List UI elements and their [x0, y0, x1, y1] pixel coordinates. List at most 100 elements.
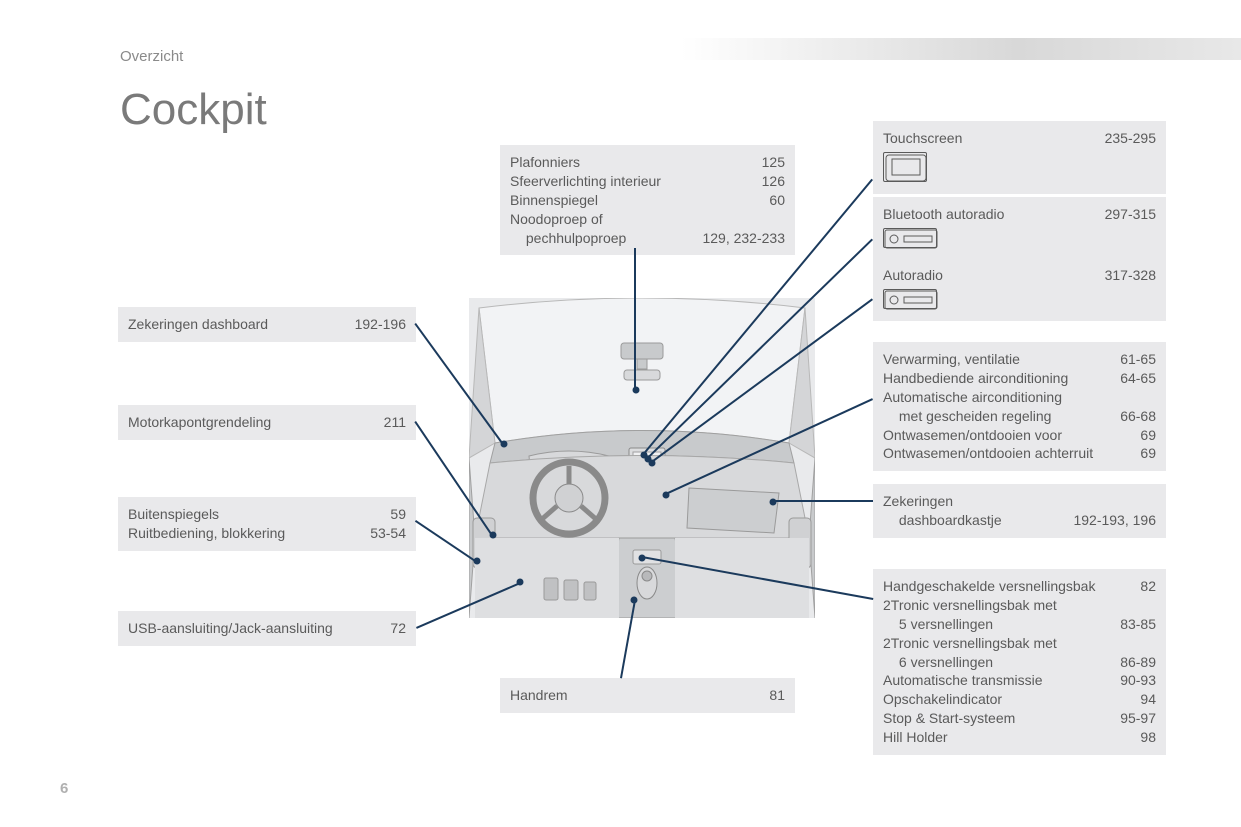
screen-icon [883, 152, 927, 182]
callout-row: Automatische transmissie90-93 [883, 671, 1156, 690]
callout-label: Zekeringen [883, 492, 953, 511]
callout-box-right6: Handgeschakelde versnellingsbak822Tronic… [873, 569, 1166, 755]
callout-box-left2: Motorkapontgrendeling 211 [118, 405, 416, 440]
callout-row: Handgeschakelde versnellingsbak82 [883, 577, 1156, 596]
callout-label: 6 versnellingen [883, 653, 993, 672]
callout-label: Ontwasemen/ontdooien voor [883, 426, 1062, 445]
callout-pages: 69 [1120, 426, 1156, 445]
callout-label: Handbediende airconditioning [883, 369, 1068, 388]
callout-row: Sfeerverlichting interieur 126 [510, 172, 785, 191]
callout-pages: 66-68 [1100, 407, 1156, 426]
callout-pages: 69 [1120, 444, 1156, 463]
callout-label: Noodoproep of [510, 210, 603, 229]
callout-pages: 125 [742, 153, 785, 172]
callout-row: Automatische airconditioning [883, 388, 1156, 407]
callout-label: Ruitbediening, blokkering [128, 524, 285, 543]
callout-pages: 235-295 [1085, 129, 1156, 148]
callout-box-right5: Zekeringen dashboardkastje 192-193, 196 [873, 484, 1166, 538]
callout-pages: 86-89 [1100, 653, 1156, 672]
callout-row: 2Tronic versnellingsbak met [883, 634, 1156, 653]
callout-row: dashboardkastje 192-193, 196 [883, 511, 1156, 530]
callout-row: Ontwasemen/ontdooien voor 69 [883, 426, 1156, 445]
callout-row: Autoradio 317-328 [883, 266, 1156, 285]
callout-pages: 192-196 [335, 315, 406, 334]
callout-label: Automatische airconditioning [883, 388, 1062, 407]
radio-icon [883, 228, 937, 248]
callout-row: met gescheiden regeling 66-68 [883, 407, 1156, 426]
callout-pages: 53-54 [350, 524, 406, 543]
leader-dot [663, 492, 670, 499]
callout-label: Zekeringen dashboard [128, 315, 268, 334]
callout-pages: 211 [364, 413, 406, 432]
callout-label: Autoradio [883, 266, 943, 285]
callout-label: Bluetooth autoradio [883, 205, 1004, 224]
page-number: 6 [60, 780, 68, 797]
callout-row: Hill Holder98 [883, 728, 1156, 747]
callout-label: met gescheiden regeling [883, 407, 1051, 426]
callout-pages: 317-328 [1085, 266, 1156, 285]
callout-row: Binnenspiegel60 [510, 191, 785, 210]
leader-dot [474, 558, 481, 565]
leader-dot [490, 532, 497, 539]
callout-pages: 64-65 [1100, 369, 1156, 388]
callout-label: Buitenspiegels [128, 505, 219, 524]
callout-pages: 90-93 [1100, 671, 1156, 690]
callout-pages: 126 [742, 172, 785, 191]
page-title: Cockpit [120, 85, 267, 135]
callout-pages: 98 [1120, 728, 1156, 747]
header-gradient [681, 38, 1241, 60]
callout-row: Stop & Start-systeem95-97 [883, 709, 1156, 728]
callout-row: Handrem 81 [510, 686, 785, 705]
callout-row: Noodoproep of [510, 210, 785, 229]
leader-dot [649, 460, 656, 467]
callout-row: Buitenspiegels 59 [128, 505, 406, 524]
callout-label: Verwarming, ventilatie [883, 350, 1020, 369]
callout-row: pechhulpoproep 129, 232-233 [510, 229, 785, 248]
callout-pages: 82 [1120, 577, 1156, 596]
leader-dot [631, 597, 638, 604]
callout-label: Opschakelindicator [883, 690, 1002, 709]
callout-box-left4: USB-aansluiting/Jack-aansluiting 72 [118, 611, 416, 646]
callout-label: Binnenspiegel [510, 191, 598, 210]
radio-icon [883, 289, 937, 309]
callout-box-right4: Verwarming, ventilatie61-65Handbediende … [873, 342, 1166, 471]
callout-label: dashboardkastje [883, 511, 1002, 530]
callout-box-right3: Autoradio 317-328 [873, 258, 1166, 321]
leader-dot [517, 579, 524, 586]
callout-row: Touchscreen235-295 [883, 129, 1156, 148]
leader-line [415, 520, 477, 562]
callout-pages: 192-193, 196 [1053, 511, 1156, 530]
callout-row: Verwarming, ventilatie61-65 [883, 350, 1156, 369]
callout-pages: 129, 232-233 [682, 229, 785, 248]
callout-label: Motorkapontgrendeling [128, 413, 271, 432]
callout-label: Stop & Start-systeem [883, 709, 1015, 728]
callout-row: Zekeringen dashboard 192-196 [128, 315, 406, 334]
callout-row: Motorkapontgrendeling 211 [128, 413, 406, 432]
callout-row: Ruitbediening, blokkering 53-54 [128, 524, 406, 543]
callout-pages: 72 [370, 619, 406, 638]
callout-pages: 81 [749, 686, 785, 705]
callout-box-bottom_center: Handrem 81 [500, 678, 795, 713]
leader-line [773, 501, 873, 503]
callout-box-left3: Buitenspiegels59Ruitbediening, blokkerin… [118, 497, 416, 551]
callout-label: pechhulpoproep [510, 229, 626, 248]
callout-row: 2Tronic versnellingsbak met [883, 596, 1156, 615]
leader-dot [633, 387, 640, 394]
callout-label: Sfeerverlichting interieur [510, 172, 661, 191]
callout-pages: 59 [370, 505, 406, 524]
callout-row: Handbediende airconditioning 64-65 [883, 369, 1156, 388]
callout-row: Bluetooth autoradio297-315 [883, 205, 1156, 224]
callout-box-right2: Bluetooth autoradio297-315 [873, 197, 1166, 260]
callout-pages: 83-85 [1100, 615, 1156, 634]
callout-label: 5 versnellingen [883, 615, 993, 634]
callout-label: 2Tronic versnellingsbak met [883, 596, 1057, 615]
leader-line [635, 248, 637, 390]
callout-row: USB-aansluiting/Jack-aansluiting 72 [128, 619, 406, 638]
breadcrumb: Overzicht [120, 48, 183, 65]
callout-label: USB-aansluiting/Jack-aansluiting [128, 619, 333, 638]
callout-box-top_center: Plafonniers125Sfeerverlichting interieur… [500, 145, 795, 255]
callout-pages: 94 [1120, 690, 1156, 709]
callout-label: Handrem [510, 686, 568, 705]
leader-dot [501, 441, 508, 448]
callout-box-right1: Touchscreen235-295 [873, 121, 1166, 194]
